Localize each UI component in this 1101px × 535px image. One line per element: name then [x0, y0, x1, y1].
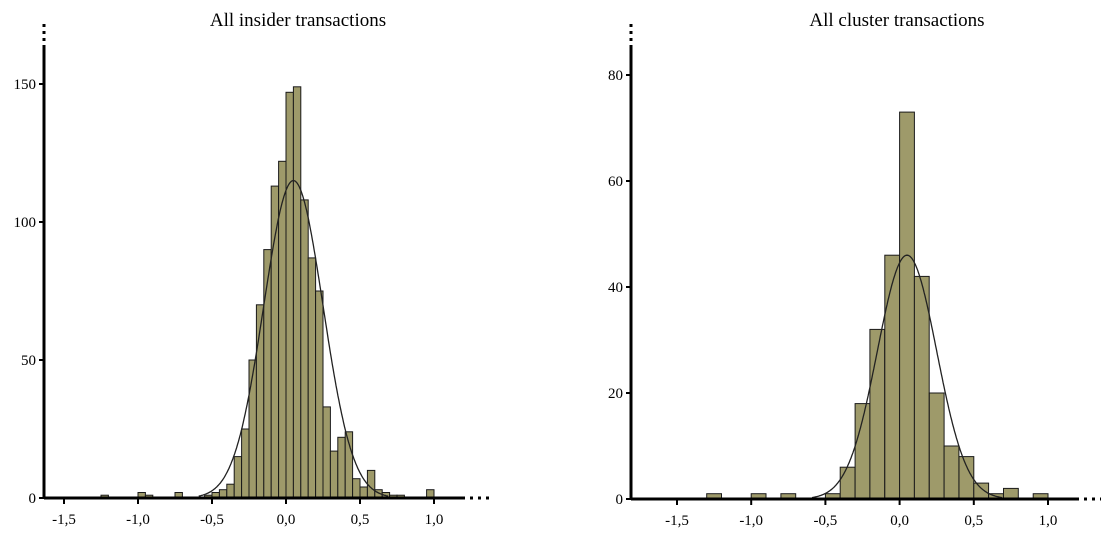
- histogram-bar: [352, 478, 361, 499]
- normal-curve: [811, 254, 1003, 499]
- x-tick-label: -0,5: [814, 513, 838, 529]
- histogram-bar: [943, 445, 960, 500]
- histogram-bar: [928, 392, 945, 500]
- x-tick-label: -1,5: [665, 513, 689, 529]
- histogram-bar: [241, 428, 250, 499]
- histogram-bar: [1003, 487, 1019, 500]
- histogram-bar: [899, 111, 915, 500]
- histogram-bar: [322, 406, 331, 499]
- histogram-insider-svg: All insider transactions 0 50 100 150 -1,5 -1…: [14, 10, 490, 528]
- y-tick-label: 100: [14, 215, 37, 231]
- histogram-bar: [839, 466, 856, 500]
- chart-title: All cluster transactions: [809, 10, 984, 31]
- histogram-bar: [329, 450, 339, 499]
- histogram-insider: All insider transactions 0 50 100 150 -1,5 -1…: [0, 0, 550, 535]
- y-tick-label: 0: [616, 492, 624, 508]
- histogram-bar: [292, 86, 302, 499]
- histogram-bar: [307, 257, 317, 499]
- x-tick-label: -0,5: [200, 512, 224, 528]
- x-tick-label: 0,0: [277, 512, 296, 528]
- histogram-bar: [958, 456, 975, 500]
- histogram-bar: [300, 199, 309, 499]
- histogram-bar: [366, 469, 376, 499]
- histogram-bar: [315, 290, 324, 499]
- histogram-bar: [270, 185, 280, 499]
- histogram-bar: [233, 456, 243, 499]
- histogram-bar: [226, 483, 235, 499]
- histogram-cluster: All cluster transactions 0 20 40 60 80 -1,5 -1…: [551, 0, 1101, 535]
- y-tick-label: 40: [608, 280, 623, 296]
- normal-curve: [198, 179, 389, 497]
- x-tick-label: 1,0: [1039, 513, 1058, 529]
- y-tick-label: 60: [608, 174, 623, 190]
- y-tick-label: 80: [608, 68, 623, 84]
- histogram-bar: [337, 436, 346, 499]
- histogram-bar: [248, 359, 257, 499]
- x-tick-label: 0,0: [890, 513, 909, 529]
- y-tick-label: 150: [14, 77, 37, 93]
- x-tick-label: -1,5: [52, 512, 76, 528]
- histogram-bar: [359, 486, 368, 499]
- chart-title: All insider transactions: [210, 10, 386, 31]
- histogram-bar: [973, 482, 990, 500]
- y-tick-label: 50: [21, 353, 36, 369]
- histogram-bar: [255, 304, 265, 499]
- histogram-bar: [913, 275, 930, 500]
- histogram-cluster-svg: All cluster transactions 0 20 40 60 80 -1,5 -1…: [608, 10, 1101, 529]
- histogram-bar: [263, 249, 272, 499]
- histogram-bar: [285, 91, 294, 499]
- x-tick-label: 0,5: [964, 513, 983, 529]
- x-tick-label: -1,0: [126, 512, 150, 528]
- x-tick-label: 1,0: [425, 512, 444, 528]
- histogram-bar: [869, 328, 886, 500]
- y-tick-label: 20: [608, 386, 623, 402]
- x-tick-label: -1,0: [739, 513, 763, 529]
- histogram-bar: [884, 254, 901, 500]
- x-tick-label: 0,5: [351, 512, 370, 528]
- y-tick-label: 0: [29, 491, 37, 507]
